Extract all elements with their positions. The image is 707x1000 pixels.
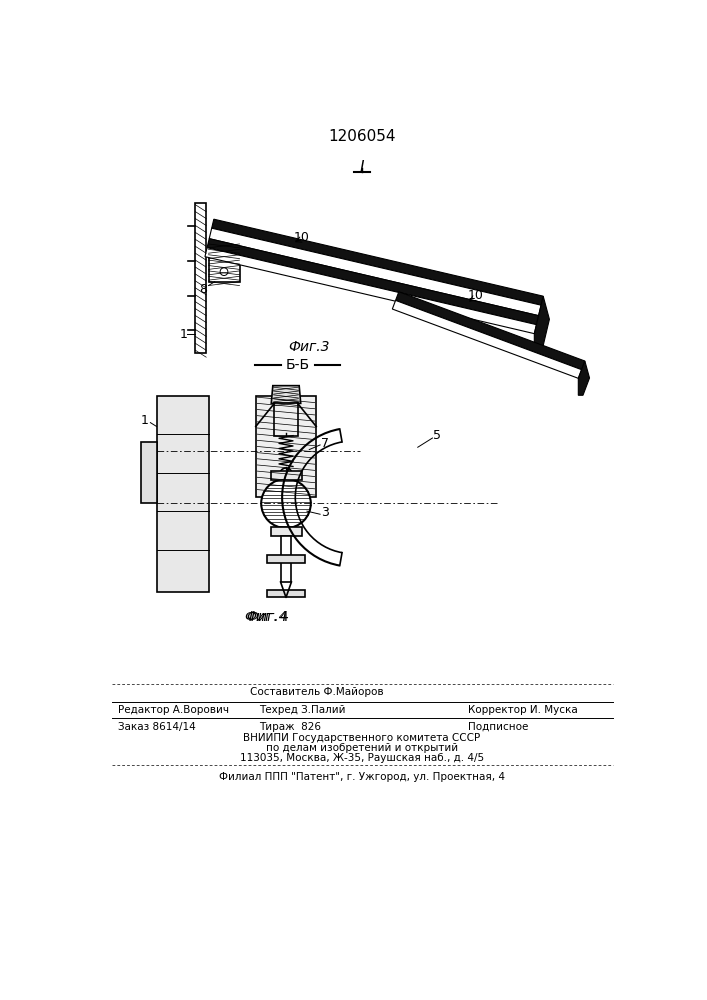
Bar: [271, 471, 301, 480]
Text: Фиг.3: Фиг.3: [288, 340, 330, 354]
Text: Составитель Ф.Майоров: Составитель Ф.Майоров: [250, 687, 384, 697]
Text: 7: 7: [321, 437, 329, 450]
Text: 10: 10: [468, 289, 484, 302]
Text: по делам изобретений и открытий: по делам изобретений и открытий: [266, 743, 458, 753]
Text: 113035, Москва, Ж-35, Раушская наб., д. 4/5: 113035, Москва, Ж-35, Раушская наб., д. …: [240, 753, 484, 763]
Text: Филиал ППП "Патент", г. Ужгород, ул. Проектная, 4: Филиал ППП "Патент", г. Ужгород, ул. Про…: [219, 772, 505, 782]
Bar: [256, 396, 316, 497]
Bar: [274, 403, 298, 436]
Text: Подписное: Подписное: [468, 722, 529, 732]
Text: Фиг.4: Фиг.4: [246, 610, 287, 624]
Text: ВНИИПИ Государственного комитета СССР: ВНИИПИ Государственного комитета СССР: [243, 733, 481, 743]
Bar: [141, 442, 156, 503]
Bar: [195, 203, 206, 353]
Text: Техред З.Палий: Техред З.Палий: [259, 705, 346, 715]
Text: 10: 10: [293, 231, 310, 244]
Polygon shape: [207, 239, 539, 325]
Circle shape: [261, 479, 311, 528]
Bar: [209, 242, 240, 282]
Bar: [271, 527, 301, 536]
Text: 5: 5: [433, 429, 441, 442]
Text: Тираж  826: Тираж 826: [259, 722, 321, 732]
Text: 8: 8: [199, 283, 207, 296]
Text: 3: 3: [321, 506, 329, 519]
Text: Корректор И. Муска: Корректор И. Муска: [468, 705, 578, 715]
Bar: [267, 555, 305, 563]
Bar: [281, 536, 291, 582]
Text: 1: 1: [141, 414, 149, 427]
Polygon shape: [396, 292, 585, 370]
Polygon shape: [534, 296, 549, 357]
Bar: [156, 396, 209, 592]
Polygon shape: [271, 386, 300, 403]
Circle shape: [280, 468, 292, 480]
Text: Редактор А.Ворович: Редактор А.Ворович: [118, 705, 229, 715]
Polygon shape: [209, 228, 541, 316]
Polygon shape: [205, 248, 537, 334]
Bar: [267, 590, 305, 597]
Text: 1: 1: [180, 328, 187, 341]
Text: I: I: [360, 160, 364, 175]
Text: $\mathit{Фиг.4}$: $\mathit{Фиг.4}$: [244, 610, 289, 624]
Polygon shape: [392, 300, 582, 378]
Text: Б-Б: Б-Б: [286, 358, 310, 372]
Polygon shape: [211, 219, 543, 305]
Polygon shape: [578, 361, 590, 395]
Text: 1206054: 1206054: [328, 129, 396, 144]
Text: Заказ 8614/14: Заказ 8614/14: [118, 722, 196, 732]
